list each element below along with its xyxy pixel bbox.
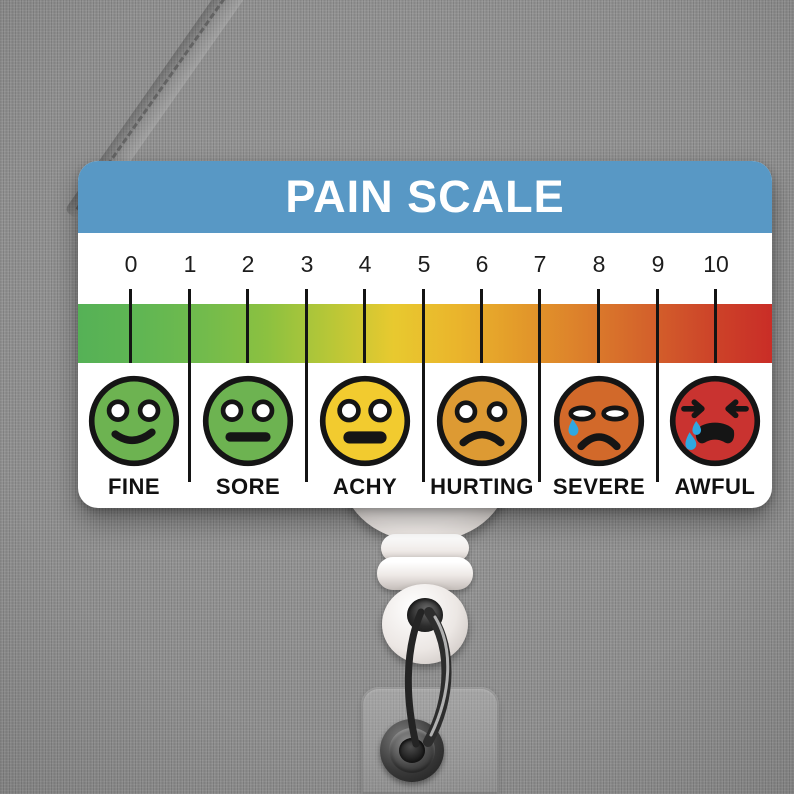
face-flat-concerned-icon: [319, 375, 411, 467]
face-label: ACHY: [332, 474, 398, 499]
scale-number: 1: [183, 251, 197, 277]
face-label: HURTING: [430, 474, 534, 499]
tick-mark-7: [538, 289, 541, 482]
face-label: SORE: [215, 474, 281, 499]
scale-number: 3: [300, 251, 314, 277]
face-cell-sore: SORE: [178, 374, 318, 508]
face-cell-achy: ACHY: [295, 374, 435, 508]
tick-mark-1: [188, 289, 191, 482]
face-bawling-icon: [669, 375, 761, 467]
tick-mark-0: [129, 289, 132, 363]
scale-number: 10: [703, 251, 729, 277]
gradient-bar: [78, 304, 772, 363]
scale-number: 7: [533, 251, 547, 277]
scale-number: 0: [124, 251, 138, 277]
face-cell-fine: FINE: [78, 374, 204, 508]
tick-mark-6: [480, 289, 483, 363]
face-cell-severe: SEVERE: [529, 374, 669, 508]
tick-mark-3: [305, 289, 308, 482]
face-label: SEVERE: [552, 474, 646, 499]
card-title: PAIN SCALE: [285, 171, 565, 222]
scale-number: 8: [592, 251, 606, 277]
tick-mark-2: [246, 289, 249, 363]
scale-number: 2: [241, 251, 255, 277]
scale-number: 6: [475, 251, 489, 277]
face-cell-awful: AWFUL: [645, 374, 772, 508]
face-label: AWFUL: [674, 474, 756, 499]
tick-mark-10: [714, 289, 717, 363]
face-cell-hurting: HURTING: [412, 374, 552, 508]
face-frown-tear-icon: [553, 375, 645, 467]
card-header: PAIN SCALE: [78, 161, 772, 233]
metal-snap-hole: [399, 738, 425, 763]
tick-mark-8: [597, 289, 600, 363]
pain-scale-card: PAIN SCALE 0 1 2 3 4 5 6 7 8 9 10: [78, 161, 772, 508]
tick-mark-9: [656, 289, 659, 482]
tick-mark-4: [363, 289, 366, 363]
face-frown-icon: [436, 375, 528, 467]
face-neutral-icon: [202, 375, 294, 467]
face-label: FINE: [107, 474, 161, 499]
reel-strap-hole: [407, 598, 443, 632]
scale-number: 9: [651, 251, 665, 277]
scale-number: 5: [417, 251, 431, 277]
tick-mark-5: [422, 289, 425, 482]
scale-number: 4: [358, 251, 372, 277]
face-slight-smile-icon: [88, 375, 180, 467]
